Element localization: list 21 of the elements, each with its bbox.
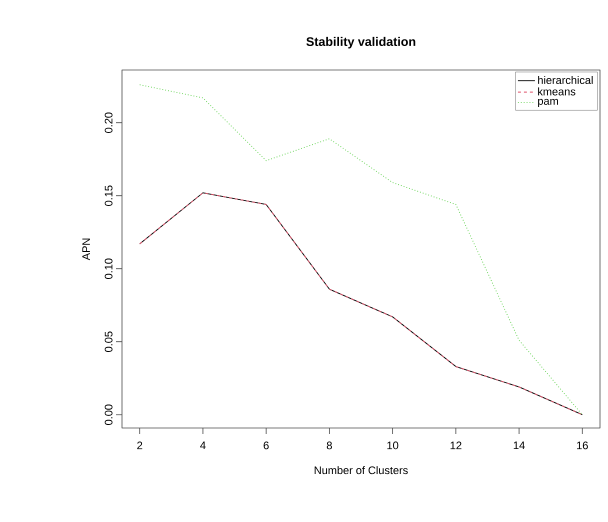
x-tick-label: 16 xyxy=(577,442,588,450)
legend-label: pam xyxy=(538,98,558,107)
x-tick-label: 2 xyxy=(137,442,142,450)
x-tick-label: 10 xyxy=(387,442,398,450)
line-series xyxy=(139,84,583,416)
x-tick-label: 8 xyxy=(326,442,332,450)
y-tick-label: 0.15 xyxy=(104,186,112,206)
y-axis-title: APN xyxy=(82,238,90,260)
y-tick-label: 0.00 xyxy=(104,404,112,425)
x-tick-label: 12 xyxy=(450,442,462,450)
legend-label: hierarchical xyxy=(538,76,593,84)
y-tick-label: 0.20 xyxy=(104,112,112,133)
x-tick-label: 6 xyxy=(264,442,269,450)
x-axis-title: Number of Clusters xyxy=(314,466,408,474)
line-series xyxy=(139,192,583,416)
x-tick-label: 4 xyxy=(200,442,206,450)
legend-label: kmeans xyxy=(538,87,576,96)
x-tick-label: 14 xyxy=(514,442,525,450)
y-tick-label: 0.10 xyxy=(104,258,112,279)
chart-title: Stability validation xyxy=(306,36,416,48)
y-tick-label: 0.05 xyxy=(104,332,112,352)
